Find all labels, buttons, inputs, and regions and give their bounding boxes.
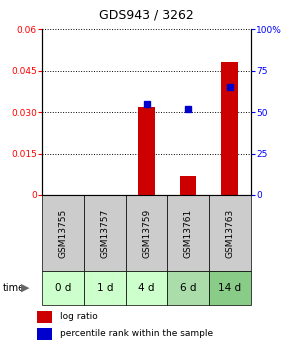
Bar: [42, 271, 84, 305]
Bar: [84, 271, 126, 305]
Bar: [167, 195, 209, 271]
Bar: [180, 176, 196, 195]
Text: ▶: ▶: [21, 283, 30, 293]
Bar: [37, 328, 52, 340]
Text: 4 d: 4 d: [138, 283, 155, 293]
Bar: [222, 62, 238, 195]
Bar: [42, 195, 84, 271]
Text: log ratio: log ratio: [60, 312, 98, 321]
Text: GSM13761: GSM13761: [184, 208, 193, 257]
Text: 6 d: 6 d: [180, 283, 196, 293]
Bar: [209, 271, 251, 305]
Text: GDS943 / 3262: GDS943 / 3262: [99, 9, 194, 22]
Bar: [126, 271, 167, 305]
Text: 0 d: 0 d: [55, 283, 71, 293]
Text: 14 d: 14 d: [218, 283, 241, 293]
Text: percentile rank within the sample: percentile rank within the sample: [60, 329, 214, 338]
Bar: [138, 107, 155, 195]
Text: GSM13757: GSM13757: [100, 208, 109, 257]
Bar: [126, 195, 167, 271]
Bar: [37, 310, 52, 323]
Text: time: time: [3, 283, 25, 293]
Text: GSM13763: GSM13763: [225, 208, 234, 257]
Text: GSM13755: GSM13755: [59, 208, 68, 257]
Text: 1 d: 1 d: [97, 283, 113, 293]
Bar: [167, 271, 209, 305]
Text: GSM13759: GSM13759: [142, 208, 151, 257]
Bar: [84, 195, 126, 271]
Bar: [209, 195, 251, 271]
